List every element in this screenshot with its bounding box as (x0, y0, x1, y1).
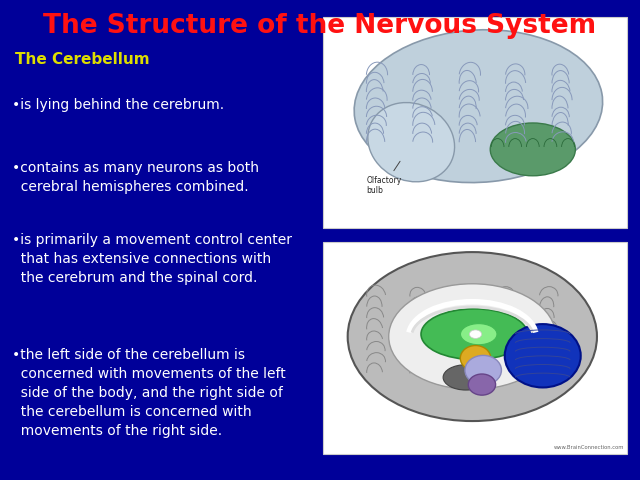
Ellipse shape (460, 346, 491, 371)
Text: •is lying behind the cerebrum.: •is lying behind the cerebrum. (12, 98, 223, 112)
Ellipse shape (468, 374, 495, 395)
FancyBboxPatch shape (323, 17, 627, 228)
Ellipse shape (348, 252, 597, 421)
Ellipse shape (443, 365, 489, 390)
Ellipse shape (465, 355, 502, 385)
Ellipse shape (368, 103, 454, 182)
Text: •is primarily a movement control center
  that has extensive connections with
  : •is primarily a movement control center … (12, 233, 292, 285)
Ellipse shape (388, 284, 556, 389)
Ellipse shape (354, 30, 603, 182)
Ellipse shape (461, 324, 497, 345)
Ellipse shape (490, 123, 575, 176)
Ellipse shape (421, 309, 527, 360)
Ellipse shape (505, 324, 580, 387)
Text: The Cerebellum: The Cerebellum (15, 52, 149, 68)
Text: •the left side of the cerebellum is
  concerned with movements of the left
  sid: •the left side of the cerebellum is conc… (12, 348, 285, 438)
Text: The Structure of the Nervous System: The Structure of the Nervous System (44, 13, 596, 39)
Ellipse shape (452, 145, 486, 177)
Text: •contains as many neurons as both
  cerebral hemispheres combined.: •contains as many neurons as both cerebr… (12, 161, 259, 194)
Text: www.BrainConnection.com: www.BrainConnection.com (554, 445, 624, 450)
Text: Olfactory
bulb: Olfactory bulb (366, 161, 402, 195)
Ellipse shape (470, 330, 481, 338)
FancyBboxPatch shape (323, 242, 627, 454)
